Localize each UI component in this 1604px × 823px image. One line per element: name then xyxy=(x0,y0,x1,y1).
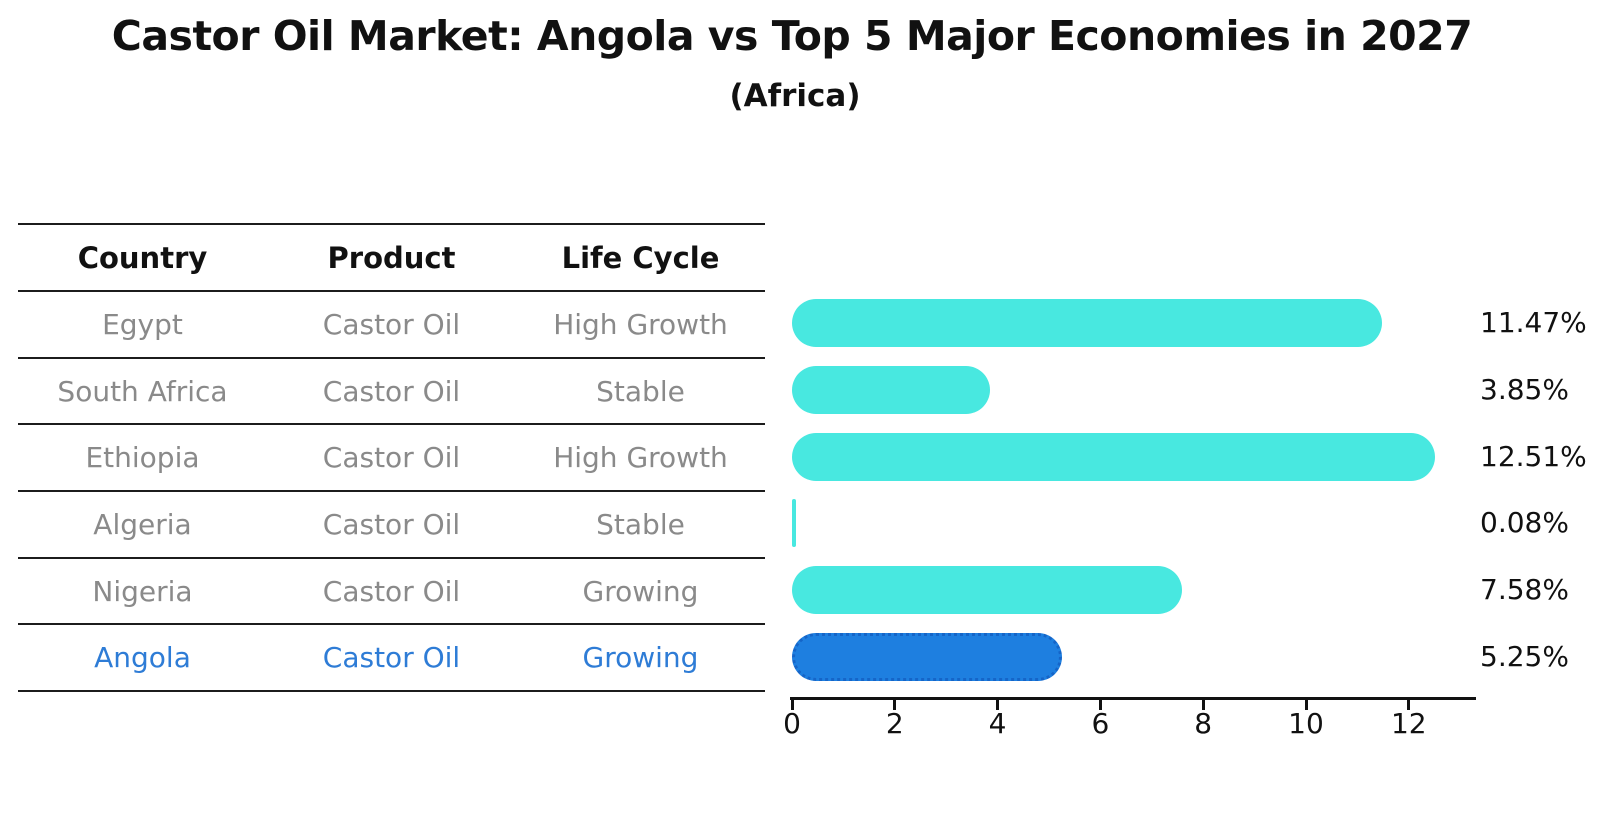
bar-algeria xyxy=(792,499,797,548)
cell-country: Ethiopia xyxy=(85,441,200,475)
table-body: Egypt Castor Oil High Growth South Africa Ca… xyxy=(18,292,765,693)
x-tick-4 xyxy=(996,700,1000,710)
table-row-south-africa: South Africa Castor Oil Stable xyxy=(18,359,765,426)
cell-life-cycle: Growing xyxy=(582,574,699,608)
cell-product: Castor Oil xyxy=(322,441,461,475)
cell-life-cycle: High Growth xyxy=(553,441,728,475)
x-tick-label-10: 10 xyxy=(1288,707,1324,740)
x-tick-label-4: 4 xyxy=(988,707,1007,740)
cell-product: Castor Oil xyxy=(322,507,461,541)
value-label-nigeria: 7.58% xyxy=(1480,573,1569,607)
cell-life-cycle: High Growth xyxy=(553,307,728,341)
value-label-algeria: 0.08% xyxy=(1480,506,1569,540)
table-row-ethiopia: Ethiopia Castor Oil High Growth xyxy=(18,425,765,493)
table-row-angola: Angola Castor Oil Growing xyxy=(18,625,765,693)
cell-life-cycle: Stable xyxy=(596,507,685,541)
x-axis-line xyxy=(790,697,1476,700)
cell-product: Castor Oil xyxy=(322,374,461,408)
cell-country: Egypt xyxy=(102,307,183,341)
cell-country: Angola xyxy=(94,641,191,675)
x-tick-label-0: 0 xyxy=(783,707,801,740)
value-label-egypt: 11.47% xyxy=(1480,306,1587,340)
x-tick-6 xyxy=(1098,700,1102,710)
value-label-south-africa: 3.85% xyxy=(1480,373,1569,407)
bar-ethiopia xyxy=(792,432,1435,481)
x-tick-label-8: 8 xyxy=(1194,707,1213,740)
x-tick-8 xyxy=(1201,700,1205,710)
x-tick-10 xyxy=(1304,700,1308,710)
header-cell-country: Country xyxy=(77,240,208,275)
info-table: Country Product Life Cycle Egypt Castor O… xyxy=(18,223,765,693)
cell-product: Castor Oil xyxy=(322,307,461,341)
chart-title: Castor Oil Market: Angola vs Top 5 Major… xyxy=(111,12,1473,60)
x-tick-label-12: 12 xyxy=(1390,707,1427,740)
cell-country: South Africa xyxy=(57,374,228,408)
bar-egypt xyxy=(792,299,1382,348)
x-tick-0 xyxy=(790,700,794,710)
cell-product: Castor Oil xyxy=(322,574,461,608)
bar-nigeria xyxy=(792,566,1182,615)
x-tick-12 xyxy=(1407,700,1411,710)
value-label-ethiopia: 12.51% xyxy=(1480,439,1587,473)
cell-life-cycle: Stable xyxy=(596,374,685,408)
x-tick-label-6: 6 xyxy=(1091,707,1110,740)
table-row-egypt: Egypt Castor Oil High Growth xyxy=(18,292,765,359)
value-label-angola: 5.25% xyxy=(1480,639,1569,673)
table-header-row: Country Product Life Cycle xyxy=(18,225,765,292)
cell-product: Castor Oil xyxy=(322,641,461,675)
x-tick-2 xyxy=(893,700,897,710)
bar-south-africa xyxy=(792,366,990,415)
header-cell-product: Product xyxy=(327,240,456,275)
cell-country: Algeria xyxy=(93,507,192,541)
table-row-algeria: Algeria Castor Oil Stable xyxy=(18,492,765,559)
header-cell-life-cycle: Life Cycle xyxy=(561,240,720,275)
highlight-bar-angola xyxy=(792,632,1062,681)
cell-life-cycle: Growing xyxy=(582,641,699,675)
chart-subtitle: (Africa) xyxy=(729,78,861,114)
cell-country: Nigeria xyxy=(92,574,193,608)
table-row-nigeria: Nigeria Castor Oil Growing xyxy=(18,559,765,626)
x-tick-label-2: 2 xyxy=(885,707,904,740)
